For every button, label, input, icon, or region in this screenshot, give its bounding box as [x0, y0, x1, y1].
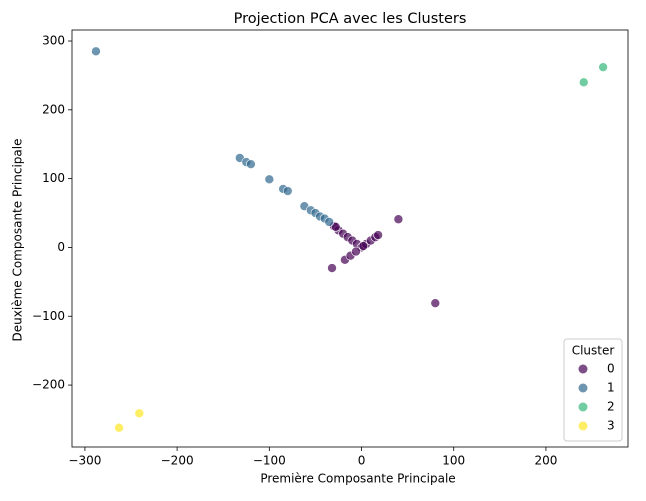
- y-tick-label: −200: [32, 378, 65, 392]
- x-tick-label: 0: [358, 454, 366, 468]
- y-tick-label: −100: [32, 309, 65, 323]
- point: [351, 246, 361, 257]
- point: [327, 263, 337, 273]
- y-tick-label: 200: [42, 102, 65, 116]
- x-tick-label: −300: [68, 454, 101, 468]
- legend-marker: [578, 421, 588, 431]
- legend-marker: [578, 364, 588, 374]
- x-tick-label: 100: [442, 454, 465, 468]
- point: [578, 77, 589, 88]
- point: [134, 408, 145, 419]
- point: [264, 174, 275, 185]
- point: [393, 214, 404, 225]
- legend-marker: [578, 402, 588, 412]
- legend-label: 1: [607, 381, 615, 395]
- point: [430, 298, 441, 308]
- chart-title: Projection PCA avec les Clusters: [234, 11, 467, 27]
- x-tick-label: 200: [534, 454, 557, 468]
- legend-title: Cluster: [572, 344, 615, 358]
- point: [91, 46, 101, 57]
- point: [330, 222, 341, 232]
- legend-label: 3: [607, 419, 615, 433]
- y-tick-label: 100: [42, 171, 65, 185]
- point: [373, 230, 383, 240]
- legend-label: 2: [607, 400, 615, 414]
- y-tick-label: 300: [42, 34, 65, 48]
- x-tick-label: −200: [161, 454, 194, 468]
- legend-label: 0: [607, 362, 615, 376]
- point: [358, 241, 369, 251]
- point: [598, 62, 608, 72]
- point: [114, 422, 124, 433]
- point: [282, 186, 293, 196]
- legend-box: [563, 338, 623, 442]
- x-axis-label: Première Composante Principale: [260, 472, 455, 486]
- legend-marker: [578, 383, 588, 393]
- point: [246, 159, 256, 169]
- point: [324, 217, 335, 227]
- y-tick-label: 0: [57, 240, 65, 254]
- plot-frame: [71, 29, 629, 448]
- x-tick-label: −100: [253, 454, 286, 468]
- y-axis-label: Deuxième Composante Principale: [11, 139, 25, 342]
